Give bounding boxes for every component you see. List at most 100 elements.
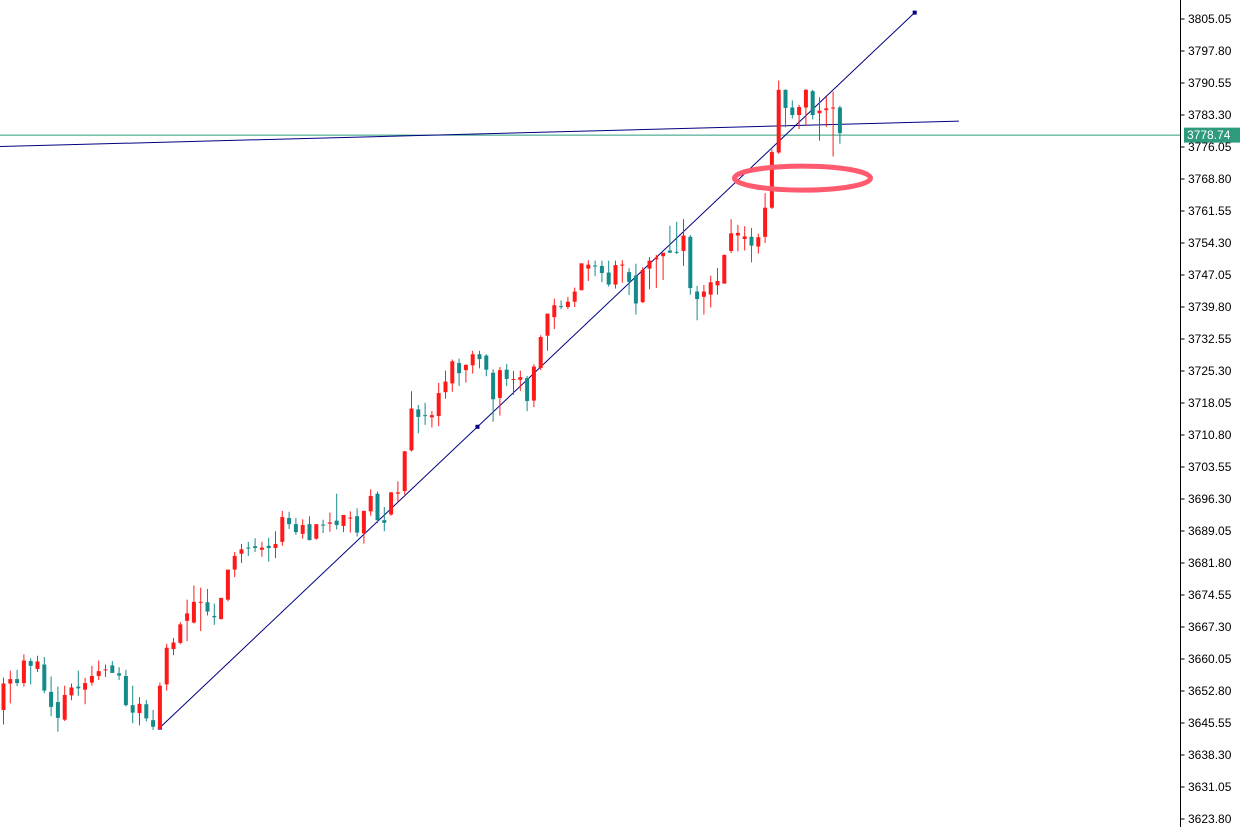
bull-candle [178,622,183,645]
bear-candle [559,300,564,310]
bull-candle [722,254,727,284]
current-price-badge: 3778.74 [1184,127,1240,143]
y-tick-label: 3725.30 [1188,364,1232,378]
bear-candle [695,285,700,321]
candle-body [402,451,407,492]
bull-candle [803,88,808,127]
bull-candle [776,80,781,154]
candle-body [531,366,536,401]
trendline [0,120,959,148]
candle-body [137,703,142,714]
candle-body [205,602,210,612]
bull-candle [157,682,162,730]
candle-body [715,280,720,286]
y-tick-label: 3631.05 [1188,780,1232,794]
candle-body [613,265,618,285]
candle-body [266,545,271,548]
bull-candle [824,96,829,127]
candle-body [123,675,128,706]
candle-body [457,363,462,374]
bull-candle [831,91,836,157]
bull-candle [62,685,67,722]
candle-body [130,705,135,713]
y-tick-label: 3703.55 [1188,460,1232,474]
bull-candle [647,257,652,290]
bull-candle [409,391,414,452]
bear-candle [151,709,156,730]
candle-body [756,237,761,247]
bear-candle [790,100,795,119]
bull-candle [817,97,822,141]
bull-candle [198,587,203,631]
y-tick-label: 3768.80 [1188,172,1232,186]
bull-candle [538,335,543,371]
candle-body [647,260,652,269]
bull-candle [300,519,305,539]
y-tick-label: 3761.55 [1188,204,1232,218]
bull-candle [620,260,625,283]
bull-candle [164,643,169,691]
candle-body [103,669,108,671]
bull-candle [341,514,346,533]
candle-body [232,555,237,570]
bull-candle [8,670,13,704]
bear-candle [606,260,611,287]
candle-body [253,546,258,548]
bear-candle [837,105,842,144]
y-tick-label: 3739.80 [1188,300,1232,314]
candle-body [423,415,428,417]
y-tick-label: 3660.05 [1188,652,1232,666]
candle-body [579,263,584,291]
candle-body [15,679,20,684]
bull-candle [654,254,659,289]
candle-body [341,514,346,526]
candle-body [763,207,768,237]
candle-body [219,597,224,620]
candle-body [368,495,373,512]
y-tick-label: 3776.05 [1188,140,1232,154]
bear-candle [266,537,271,562]
y-tick-label: 3732.55 [1188,332,1232,346]
y-tick-label: 3754.30 [1188,236,1232,250]
bull-candle [565,296,570,310]
bear-candle [423,402,428,425]
y-tick-label: 3638.30 [1188,748,1232,762]
candle-body [361,510,366,534]
bull-candle [361,510,366,544]
bear-candle [633,263,638,315]
bear-candle [674,221,679,255]
bull-candle [395,481,400,503]
candle-body [674,251,679,253]
candle-body [42,664,47,691]
candle-body [797,107,802,115]
trendline-anchor [475,424,480,429]
candle-body [810,91,815,115]
bear-candle [321,519,326,533]
candle-body [89,675,94,683]
candle-body [640,269,645,303]
candle-body [321,524,326,526]
candle-body [178,624,183,643]
candle-body [300,525,305,534]
bull-candle [280,510,285,546]
candle-body [817,110,822,114]
candle-body [287,517,292,525]
candle-body [83,683,88,690]
bull-candle [450,359,455,392]
candle-body [62,694,67,720]
candle-body [191,601,196,623]
candle-body [69,687,74,696]
candle-body [552,305,557,318]
bull-candle [586,260,591,281]
bear-candle [375,491,380,524]
bull-candle [640,267,645,304]
candle-body [484,355,489,370]
candle-body [593,265,598,267]
bear-candle [477,350,482,369]
current-price-badge-bg [1184,127,1240,143]
candle-body [837,107,842,134]
bear-candle [783,89,788,128]
bear-candle [212,603,217,625]
candle-body [497,370,502,398]
